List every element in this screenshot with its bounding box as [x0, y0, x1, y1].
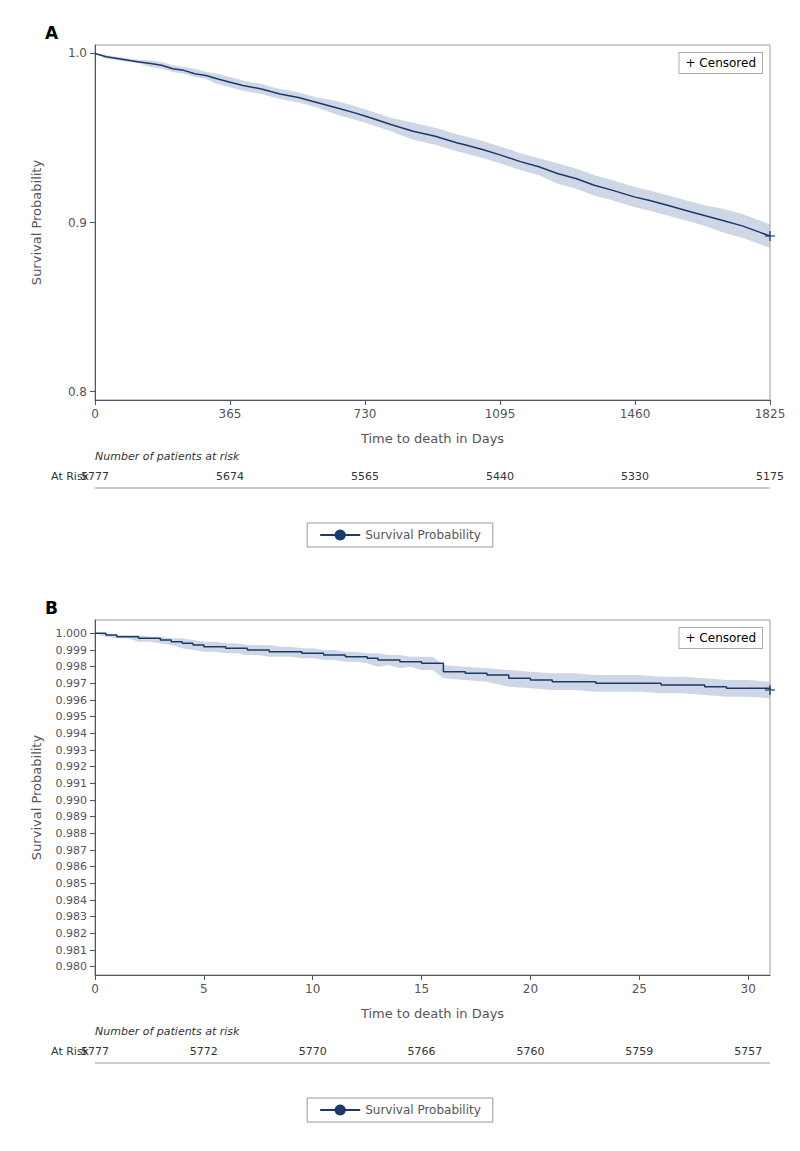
svg-text:Survival Probability: Survival Probability: [29, 160, 44, 286]
svg-text:730: 730: [354, 407, 377, 421]
svg-text:Survival Probability: Survival Probability: [29, 735, 44, 861]
svg-text:5: 5: [200, 982, 208, 996]
svg-text:0.981: 0.981: [56, 944, 88, 957]
svg-text:0.996: 0.996: [56, 694, 88, 707]
svg-text:B: B: [45, 598, 58, 618]
svg-text:A: A: [45, 23, 59, 43]
svg-text:1.0: 1.0: [68, 46, 87, 60]
svg-text:0.997: 0.997: [56, 677, 88, 690]
svg-text:5766: 5766: [408, 1045, 436, 1058]
svg-text:Survival Probability: Survival Probability: [365, 528, 481, 542]
svg-text:5777: 5777: [81, 470, 109, 483]
svg-text:5770: 5770: [299, 1045, 327, 1058]
svg-text:5440: 5440: [486, 470, 514, 483]
svg-text:15: 15: [414, 982, 429, 996]
svg-text:0.982: 0.982: [56, 927, 88, 940]
svg-text:5759: 5759: [625, 1045, 653, 1058]
svg-text:0.987: 0.987: [56, 844, 88, 857]
svg-text:0.9: 0.9: [68, 216, 87, 230]
svg-text:Time to death in Days: Time to death in Days: [360, 1006, 504, 1021]
svg-text:1460: 1460: [620, 407, 651, 421]
svg-text:0: 0: [91, 407, 99, 421]
svg-text:+ Censored: + Censored: [686, 631, 757, 645]
svg-text:1.000: 1.000: [56, 627, 88, 640]
svg-text:Time to death in Days: Time to death in Days: [360, 431, 504, 446]
svg-text:5175: 5175: [756, 470, 784, 483]
svg-text:0.998: 0.998: [56, 660, 88, 673]
svg-text:At Risk: At Risk: [51, 1044, 89, 1058]
svg-text:0.994: 0.994: [56, 727, 88, 740]
svg-text:At Risk: At Risk: [51, 469, 89, 483]
svg-text:0.989: 0.989: [56, 810, 88, 823]
svg-text:0.992: 0.992: [56, 760, 88, 773]
svg-text:0: 0: [91, 982, 99, 996]
svg-text:0.984: 0.984: [56, 894, 88, 907]
svg-text:10: 10: [305, 982, 320, 996]
svg-text:5777: 5777: [81, 1045, 109, 1058]
svg-text:0.988: 0.988: [56, 827, 88, 840]
svg-text:5757: 5757: [734, 1045, 762, 1058]
svg-text:0.995: 0.995: [56, 710, 88, 723]
svg-text:0.990: 0.990: [56, 794, 88, 807]
svg-text:Survival Probability: Survival Probability: [365, 1103, 481, 1117]
svg-text:365: 365: [219, 407, 242, 421]
svg-text:5674: 5674: [216, 470, 244, 483]
svg-text:30: 30: [741, 982, 756, 996]
svg-text:0.8: 0.8: [68, 385, 87, 399]
svg-text:5772: 5772: [190, 1045, 218, 1058]
svg-text:Number of patients at risk: Number of patients at risk: [95, 1025, 240, 1038]
svg-text:0.993: 0.993: [56, 744, 88, 757]
svg-text:0.999: 0.999: [56, 644, 88, 657]
svg-text:0.991: 0.991: [56, 777, 88, 790]
svg-text:0.983: 0.983: [56, 910, 88, 923]
svg-text:5330: 5330: [621, 470, 649, 483]
svg-text:25: 25: [632, 982, 647, 996]
svg-text:0.985: 0.985: [56, 877, 88, 890]
svg-text:0.986: 0.986: [56, 860, 88, 873]
svg-text:5565: 5565: [351, 470, 379, 483]
svg-text:1825: 1825: [755, 407, 786, 421]
svg-text:0.980: 0.980: [56, 960, 88, 973]
svg-text:+ Censored: + Censored: [686, 56, 757, 70]
svg-text:20: 20: [523, 982, 538, 996]
svg-text:1095: 1095: [485, 407, 516, 421]
svg-text:Number of patients at risk: Number of patients at risk: [95, 450, 240, 463]
svg-text:5760: 5760: [516, 1045, 544, 1058]
